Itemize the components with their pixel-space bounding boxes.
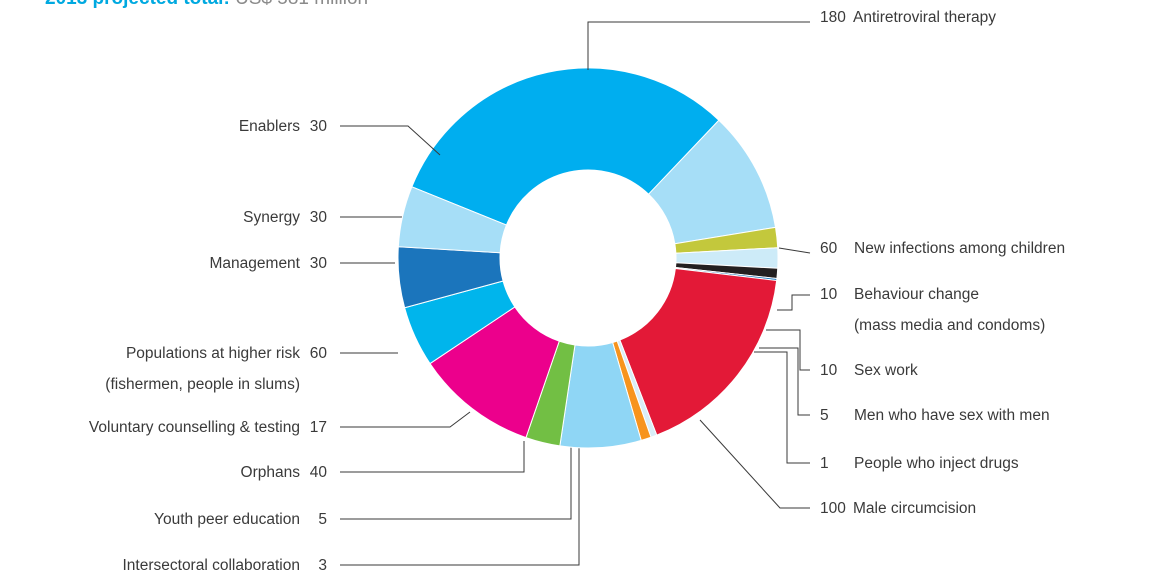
title-amount: US$ 581 million xyxy=(235,0,368,9)
leader-line-male-circumcision xyxy=(699,419,810,509)
value-label-male-circumcision: 100 xyxy=(820,500,846,517)
segment-label-populations-at-higher-risk: Populations at higher risk xyxy=(126,345,300,362)
leader-line-men-who-have-sex-with-men xyxy=(759,347,810,416)
value-label-men-who-have-sex-with-men: 5 xyxy=(820,407,829,424)
slice-antiretroviral-therapy xyxy=(411,67,720,226)
segment-label-youth-peer-education: Youth peer education xyxy=(154,511,300,528)
leader-line-orphans xyxy=(340,441,525,473)
leader-line-antiretroviral-therapy xyxy=(587,21,810,70)
leader-line-youth-peer-education xyxy=(340,441,572,520)
leader-line-voluntary-counselling-testing xyxy=(340,411,471,428)
slice-male-circumcision xyxy=(619,267,778,436)
segment-label-intersectoral-collaboration: Intersectoral collaboration xyxy=(123,557,301,574)
segment-label-line2-populations-at-higher-risk: (fishermen, people in slums) xyxy=(105,376,300,393)
value-label-enablers: 30 xyxy=(310,118,328,135)
leader-line-behaviour-change xyxy=(777,294,810,311)
value-label-behaviour-change: 10 xyxy=(820,286,838,303)
leader-line-enablers xyxy=(340,125,441,156)
segment-label-orphans: Orphans xyxy=(241,464,301,481)
leader-line-intersectoral-collaboration xyxy=(340,438,580,566)
value-label-voluntary-counselling-testing: 17 xyxy=(310,419,327,436)
segment-label-male-circumcision: Male circumcision xyxy=(853,500,976,517)
value-label-antiretroviral-therapy: 180 xyxy=(820,9,846,26)
value-label-youth-peer-education: 5 xyxy=(318,511,327,528)
segment-label-men-who-have-sex-with-men: Men who have sex with men xyxy=(854,407,1050,424)
value-label-intersectoral-collaboration: 3 xyxy=(318,557,327,574)
title-total: 2013 projected total: xyxy=(45,0,230,9)
segment-label-new-infections-among-children: New infections among children xyxy=(854,240,1065,257)
segment-label-synergy: Synergy xyxy=(243,209,300,226)
chart-title: 2013 projected total: US$ 581 million xyxy=(45,0,368,10)
value-label-orphans: 40 xyxy=(310,464,328,481)
leader-line-people-who-inject-drugs xyxy=(754,351,810,464)
segment-label-sex-work: Sex work xyxy=(854,362,918,379)
value-label-synergy: 30 xyxy=(310,209,328,226)
segment-label-antiretroviral-therapy: Antiretroviral therapy xyxy=(853,9,996,26)
value-label-sex-work: 10 xyxy=(820,362,838,379)
leader-line-sex-work xyxy=(766,329,810,371)
slice-enablers xyxy=(397,186,508,254)
value-label-new-infections-among-children: 60 xyxy=(820,240,838,257)
value-label-people-who-inject-drugs: 1 xyxy=(820,455,829,472)
segment-label-behaviour-change: Behaviour change xyxy=(854,286,979,303)
segment-label-management: Management xyxy=(210,255,301,272)
segment-label-enablers: Enablers xyxy=(239,118,300,135)
segment-label-people-who-inject-drugs: People who inject drugs xyxy=(854,455,1019,472)
segment-label-line2-behaviour-change: (mass media and condoms) xyxy=(854,317,1045,334)
value-label-management: 30 xyxy=(310,255,328,272)
leader-line-new-infections-among-children xyxy=(778,247,811,254)
segment-label-voluntary-counselling-testing: Voluntary counselling & testing xyxy=(89,419,300,436)
value-label-populations-at-higher-risk: 60 xyxy=(310,345,328,362)
